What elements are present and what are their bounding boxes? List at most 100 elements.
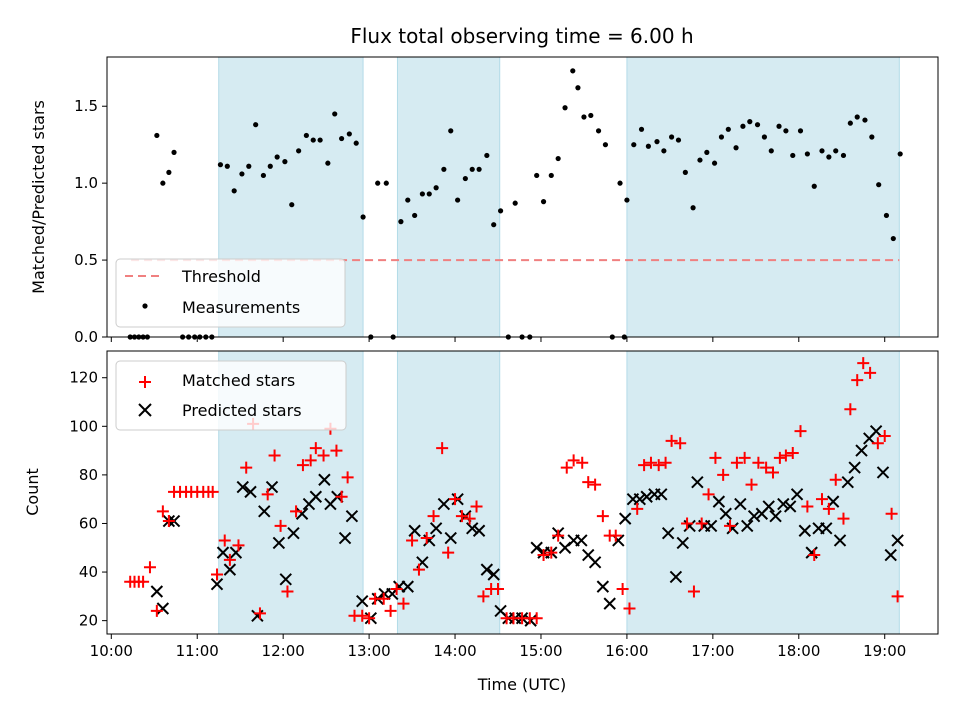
predicted-stars-point <box>244 485 257 499</box>
matched-stars-point <box>864 366 877 379</box>
top-x-ticks <box>110 337 886 342</box>
measurement-point <box>869 134 875 140</box>
matched-stars-point <box>644 456 657 469</box>
matched-stars-point <box>891 590 904 603</box>
predicted-stars-point <box>855 444 868 457</box>
measurement-point <box>854 114 860 120</box>
top-shaded-intervals <box>218 56 900 338</box>
bottom-x-tick-label: 14:00 <box>433 642 476 660</box>
measurement-point <box>405 197 411 203</box>
predicted-stars-point <box>603 597 616 610</box>
matched-stars-point <box>609 529 622 542</box>
matched-stars-point <box>356 609 369 622</box>
measurement-point <box>740 123 746 129</box>
predicted-stars-point <box>876 466 890 479</box>
bottom-shaded-intervals <box>218 350 900 635</box>
top-shaded-interval <box>626 56 900 338</box>
legend-matched-swatch <box>139 376 151 388</box>
matched-stars-point <box>455 510 468 523</box>
predicted-stars-point <box>258 505 271 518</box>
measurement-point <box>166 169 172 175</box>
bottom-x-tick-label: 13:00 <box>347 642 390 660</box>
measurement-point <box>154 132 160 139</box>
matched-stars-point <box>420 532 433 545</box>
matched-stars-point <box>223 553 236 566</box>
measurement-point <box>588 112 594 119</box>
measurement-point <box>171 149 177 155</box>
top-legend: Threshold Measurements <box>115 258 346 328</box>
predicted-stars-point <box>210 577 224 591</box>
bottom-shaded-interval <box>626 350 900 635</box>
measurement-point <box>484 152 490 159</box>
matched-stars-point <box>232 539 245 552</box>
measurement-point <box>534 172 540 179</box>
matched-stars-point <box>317 449 330 462</box>
top-y-axis-label: Matched/Predicted stars <box>29 100 48 294</box>
predicted-stars-point <box>345 509 359 523</box>
matched-stars-point <box>156 505 169 518</box>
matched-stars-point <box>623 602 636 615</box>
measurement-point <box>883 212 890 219</box>
measurement-point <box>246 163 252 169</box>
bottom-x-tick-label: 19:00 <box>863 642 906 660</box>
predicted-stars-point <box>884 548 897 562</box>
matched-stars-point <box>218 534 231 547</box>
matched-stars-point <box>760 461 773 474</box>
measurement-point <box>847 120 853 126</box>
top-panel: 0.0 0.5 1.0 1.5 Matched/Predicted stars Thr… <box>29 56 939 346</box>
bottom-y-ticks: 20 40 60 80 100 120 <box>69 369 107 630</box>
matched-stars-point <box>463 512 476 525</box>
measurement-point <box>455 197 461 203</box>
measurement-point <box>833 148 839 154</box>
bottom-y-tick-label: 120 <box>69 369 98 387</box>
matched-stars-point <box>442 546 455 559</box>
predicted-stars-point <box>769 509 782 523</box>
measurement-point <box>733 145 739 151</box>
measurement-point <box>876 182 882 188</box>
matched-stars-points <box>124 357 904 625</box>
measurement-point <box>274 154 280 160</box>
matched-stars-point <box>341 471 354 484</box>
matched-stars-point <box>143 561 156 574</box>
measurement-point <box>675 137 682 143</box>
matched-stars-point <box>878 430 891 443</box>
matched-stars-point <box>702 488 715 501</box>
matched-stars-point <box>822 502 835 515</box>
predicted-stars-point <box>734 497 747 511</box>
predicted-stars-point <box>676 536 689 550</box>
measurement-point <box>310 137 316 143</box>
predicted-stars-point <box>216 546 230 559</box>
matched-stars-point <box>330 444 343 457</box>
matched-stars-point <box>304 454 317 467</box>
matched-stars-point <box>537 549 550 562</box>
matched-stars-point <box>274 519 287 532</box>
measurement-point <box>840 152 847 159</box>
measurement-point <box>512 200 518 206</box>
matched-stars-point <box>253 607 266 620</box>
predicted-stars-point <box>833 534 847 547</box>
predicted-stars-point <box>661 526 675 540</box>
matched-stars-point <box>545 546 558 559</box>
bottom-y-tick-label: 60 <box>79 514 98 532</box>
predicted-stars-point <box>480 563 494 576</box>
matched-stars-point <box>492 583 505 596</box>
matched-stars-point <box>261 488 274 501</box>
bottom-y-tick-label: 40 <box>79 563 98 581</box>
measurement-point <box>797 128 804 134</box>
top-axes-frame <box>106 56 939 338</box>
measurement-point <box>661 148 667 154</box>
matched-stars-point <box>752 456 765 469</box>
measurement-point <box>747 119 753 125</box>
predicted-stars-point <box>472 524 486 537</box>
measurement-point <box>224 163 230 169</box>
predicted-stars-point <box>596 580 610 593</box>
matched-stars-point <box>240 461 253 474</box>
bottom-legend-box <box>115 360 347 431</box>
predicted-stars-point <box>223 563 237 576</box>
matched-stars-point <box>582 476 595 489</box>
measurement-point <box>819 148 825 154</box>
predicted-stars-point <box>466 522 479 535</box>
measurement-point <box>761 134 768 140</box>
legend-predicted-swatch <box>138 403 152 417</box>
